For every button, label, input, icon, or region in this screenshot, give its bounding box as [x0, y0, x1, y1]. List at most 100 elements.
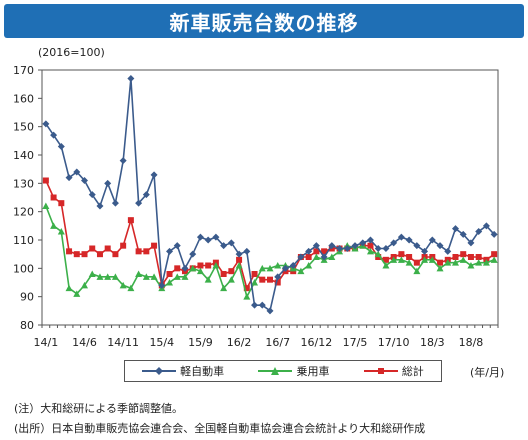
data-point	[397, 233, 405, 241]
data-point	[451, 259, 459, 266]
data-point	[166, 271, 173, 277]
data-point	[181, 264, 189, 272]
y-tick-label: 130	[13, 177, 34, 190]
x-tick-label: 16/12	[301, 336, 333, 349]
y-tick-label: 170	[13, 64, 34, 77]
data-point	[104, 179, 112, 187]
y-tick-label: 160	[13, 92, 34, 105]
source-note: (出所）日本自動車販売協会連合会、全国軽自動車協会連合会統計より大和総研作成	[14, 422, 426, 435]
data-point	[66, 248, 73, 255]
data-point	[111, 273, 119, 280]
data-point	[243, 285, 250, 292]
data-point	[343, 245, 351, 252]
chart-title: 新車販売台数の推移	[169, 10, 359, 35]
data-point	[127, 75, 135, 82]
series-2	[42, 177, 498, 292]
data-point	[421, 247, 429, 255]
data-point	[413, 259, 420, 266]
data-point	[196, 233, 204, 241]
data-point	[351, 242, 359, 250]
data-point	[475, 259, 483, 266]
data-point	[313, 248, 320, 255]
data-point	[227, 239, 235, 247]
data-point	[467, 262, 475, 269]
data-point	[258, 301, 266, 309]
data-point	[112, 251, 119, 258]
data-point	[42, 120, 50, 128]
data-point	[267, 276, 273, 283]
series-0	[42, 75, 498, 315]
title-bar: 新車販売台数の推移	[4, 4, 524, 38]
data-point	[143, 248, 150, 255]
x-axis-unit: (年/月)	[470, 366, 505, 379]
data-point	[243, 247, 251, 255]
data-point	[451, 225, 459, 233]
data-point	[73, 251, 80, 258]
data-point	[42, 177, 49, 184]
data-point	[228, 268, 235, 275]
data-point	[321, 248, 328, 255]
y-tick-label: 120	[13, 206, 34, 219]
data-point	[281, 264, 289, 272]
data-point	[305, 262, 313, 269]
data-point	[467, 239, 475, 247]
data-point	[258, 264, 266, 272]
data-point	[204, 236, 212, 244]
data-point	[312, 242, 320, 250]
data-point	[428, 236, 436, 244]
data-point	[459, 230, 467, 238]
data-point	[151, 242, 158, 249]
data-point	[166, 247, 174, 255]
legend: 軽自動車 乗用車 総計	[124, 360, 442, 382]
footnote: (注）大和総研による季節調整値。	[14, 402, 183, 415]
data-point	[96, 273, 104, 280]
data-point	[150, 273, 158, 280]
data-point	[328, 242, 336, 250]
data-point	[390, 239, 398, 247]
data-point	[366, 247, 374, 255]
data-point	[328, 253, 336, 260]
data-point	[251, 279, 259, 286]
data-point	[482, 222, 490, 230]
data-point	[166, 279, 174, 286]
data-point	[274, 273, 282, 281]
data-point	[406, 254, 413, 260]
legend-label-kei: 軽自動車	[180, 365, 225, 378]
data-point	[127, 217, 134, 224]
y-tick-label: 100	[13, 262, 34, 275]
data-point	[173, 242, 181, 250]
x-tick-label: 14/11	[107, 336, 139, 349]
data-point	[274, 262, 282, 269]
x-tick-label: 16/7	[265, 336, 290, 349]
legend-swatch-total	[363, 368, 398, 374]
data-point	[289, 262, 297, 269]
data-point	[436, 242, 444, 250]
data-point	[413, 267, 421, 275]
legend-label-total: 総計	[401, 365, 424, 378]
y-tick-label: 90	[20, 291, 34, 304]
x-tick-label: 17/5	[343, 336, 368, 349]
data-point	[297, 253, 305, 261]
y-tick-label: 140	[13, 149, 34, 162]
y-tick-label: 110	[13, 234, 34, 247]
legend-swatch-jouyou	[258, 367, 293, 375]
data-point	[50, 194, 57, 201]
data-point	[88, 270, 96, 277]
data-point	[57, 228, 65, 235]
legend-item-kei: 軽自動車	[142, 363, 224, 379]
data-point	[135, 199, 143, 207]
data-point	[120, 242, 127, 249]
data-point	[142, 191, 150, 199]
data-point	[73, 168, 81, 176]
data-point	[444, 247, 452, 255]
data-point	[181, 273, 189, 280]
data-point	[467, 254, 474, 260]
data-point	[274, 279, 281, 286]
data-point	[81, 281, 89, 289]
data-point	[205, 262, 212, 269]
data-point	[96, 202, 104, 210]
x-tick-label: 18/3	[420, 336, 445, 349]
data-point	[382, 262, 390, 269]
data-point	[405, 259, 413, 266]
data-point	[428, 256, 436, 263]
